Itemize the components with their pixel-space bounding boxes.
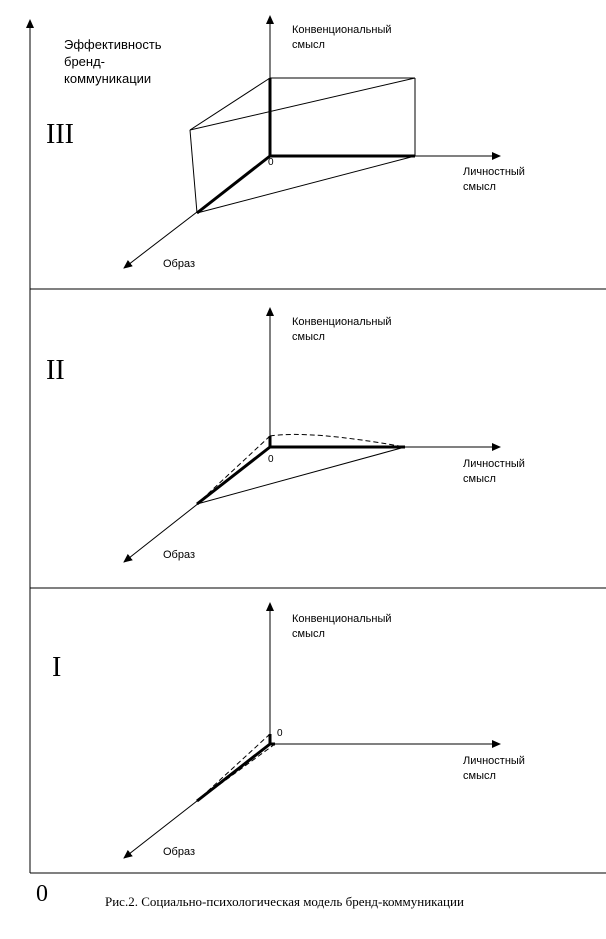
panel-3-personal-line1: Личностный — [463, 166, 525, 178]
panel-1-conventional-line1: Конвенциональный — [292, 613, 392, 625]
panel-2-edge-bottom-diagonal — [196, 446, 406, 505]
figure-caption: Рис.2. Социально-психологическая модель … — [105, 894, 464, 909]
panel-3-conventional-label: Конвенциональный смысл — [292, 24, 395, 51]
panel-2-personal-line2: смысл — [463, 473, 496, 485]
panel-1-image-label: Образ — [163, 846, 195, 858]
panel-2-personal-line1: Личностный — [463, 458, 525, 470]
panel-2-numeral: II — [46, 355, 65, 386]
main-frame — [26, 19, 606, 874]
panel-3-image-value — [196, 154, 271, 215]
panel-3-edge-bottom-diagonal — [196, 155, 416, 214]
efficiency-label-line2: бренд- — [64, 54, 105, 69]
panel-1-zero: 0 — [277, 728, 283, 739]
panel-3-conventional-line1: Конвенциональный — [292, 24, 392, 36]
panel-2-dashed-left — [196, 435, 271, 505]
panel-1-personal-line2: смысл — [463, 770, 496, 782]
panel-2-dashed-arc — [269, 433, 406, 448]
panel-2-image-label: Образ — [163, 549, 195, 561]
panel-2: II 0 Конвенциональный смысл Личностный с… — [46, 307, 528, 563]
panel-2-personal-label: Личностный смысл — [463, 458, 528, 485]
panel-3-edge-top-diagonal — [189, 77, 416, 131]
panel-2-zero: 0 — [268, 454, 274, 465]
panel-2-conventional-label: Конвенциональный смысл — [292, 316, 395, 343]
panel-3-personal-line2: смысл — [463, 181, 496, 193]
panel-3: III 0 Конвенциональный смысл Личностный … — [46, 15, 528, 270]
panel-2-conventional-line2: смысл — [292, 331, 325, 343]
panel-3-conventional-line2: смысл — [292, 39, 325, 51]
panel-2-image-value — [196, 445, 271, 506]
panel-3-numeral: III — [46, 119, 74, 150]
panel-2-conventional-line1: Конвенциональный — [292, 316, 392, 328]
panel-3-personal-label: Личностный смысл — [463, 166, 528, 193]
origin-label: 0 — [36, 881, 48, 907]
panel-1: I 0 Конвенциональный смысл Личностный см… — [52, 602, 528, 859]
panel-3-zero: 0 — [268, 157, 274, 168]
panel-1-personal-label: Личностный смысл — [463, 755, 528, 782]
efficiency-axis-label: Эффективность бренд- коммуникации — [64, 37, 165, 86]
panel-1-conventional-label: Конвенциональный смысл — [292, 613, 395, 640]
panel-1-numeral: I — [52, 652, 61, 683]
panel-1-conventional-line2: смысл — [292, 628, 325, 640]
panel-3-edge-left — [189, 129, 198, 214]
panel-3-edge-top-left — [189, 77, 271, 131]
efficiency-label-line1: Эффективность — [64, 37, 162, 52]
panel-3-image-label: Образ — [163, 258, 195, 270]
panel-1-dashed-upper — [196, 733, 271, 802]
panel-1-personal-line1: Личностный — [463, 755, 525, 767]
panel-1-dashed-lower — [196, 743, 276, 802]
efficiency-label-line3: коммуникации — [64, 71, 151, 86]
